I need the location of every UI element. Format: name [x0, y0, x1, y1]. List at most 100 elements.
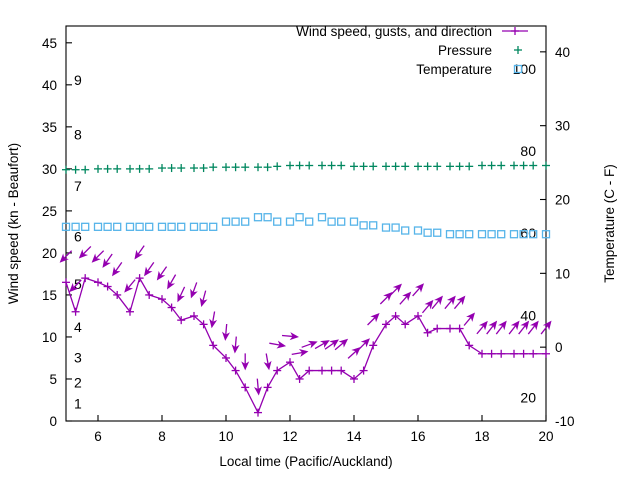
x-tick-label: 14 [346, 429, 362, 444]
square-marker [445, 230, 455, 239]
wind-direction-arrow [421, 299, 434, 314]
square-marker [381, 223, 391, 232]
wind-direction-arrow [444, 295, 456, 310]
wind-speed-line [65, 276, 546, 415]
wind-direction-arrow [367, 312, 380, 326]
wind-direction-arrow [112, 262, 123, 277]
x-tick-label: 10 [218, 429, 233, 444]
wind-direction-arrow [314, 340, 330, 350]
square-marker [497, 230, 506, 239]
wind-direction-arrow [167, 274, 177, 290]
wind-direction-arrow [324, 339, 339, 350]
wind-direction-arrow [78, 246, 92, 259]
wind-direction-arrow [301, 340, 318, 349]
square-marker [189, 222, 199, 231]
square-marker [231, 217, 240, 226]
beaufort-label: 6 [74, 228, 82, 244]
wind-direction-arrow [453, 295, 466, 310]
wind-direction-arrow [291, 349, 309, 357]
wind-direction-arrow [134, 245, 145, 260]
legend-label: Wind speed, gusts, and direction [296, 24, 492, 39]
wind-direction-arrow [91, 250, 105, 263]
square-marker [209, 222, 218, 231]
y2-tick-label: 30 [555, 119, 570, 134]
square-marker [327, 217, 336, 226]
square-marker [145, 222, 154, 231]
legend-label: Temperature [416, 62, 492, 77]
wind-direction-arrow [495, 320, 507, 335]
beaufort-label: 8 [74, 127, 82, 143]
y-tick-label: 5 [49, 372, 57, 387]
wind-direction-arrow [399, 291, 412, 305]
square-marker [113, 222, 122, 231]
beaufort-label: 9 [74, 72, 82, 88]
wind-direction-arrow [231, 336, 240, 354]
square-marker [167, 222, 176, 231]
wind-direction-arrow [190, 282, 198, 299]
wind-direction-arrow [486, 320, 498, 335]
wind-direction-arrow [527, 320, 539, 335]
square-marker [103, 222, 112, 231]
y-tick-label: 35 [42, 120, 57, 135]
x-tick-label: 8 [158, 429, 166, 444]
wind-direction-arrow [144, 262, 155, 277]
square-marker [433, 228, 442, 237]
wind-direction-arrow [281, 332, 299, 341]
y2-tick-label: 10 [555, 266, 570, 281]
y-tick-label: 40 [42, 78, 57, 93]
square-marker [317, 213, 327, 222]
square-marker [263, 213, 272, 222]
x-tick-label: 12 [282, 429, 297, 444]
y2-tick-label: -10 [555, 414, 575, 429]
wind-direction-arrow [540, 320, 552, 335]
legend-label: Pressure [438, 43, 492, 58]
square-marker [359, 221, 368, 230]
beaufort-label: 1 [74, 396, 82, 412]
square-marker [465, 230, 474, 239]
square-marker [455, 230, 464, 239]
square-marker [519, 230, 528, 239]
wind-direction-arrow [347, 346, 361, 359]
square-marker [273, 217, 282, 226]
fahrenheit-label: 100 [513, 61, 537, 77]
wind-direction-arrow [269, 340, 287, 349]
square-marker [337, 217, 346, 226]
beaufort-label: 2 [74, 375, 82, 391]
wind-direction-arrow [69, 279, 82, 293]
y2-tick-label: 0 [555, 340, 563, 355]
wind-direction-arrow [508, 320, 520, 335]
x-axis-title: Local time (Pacific/Auckland) [219, 454, 392, 469]
fahrenheit-label: 60 [520, 225, 536, 241]
wind-direction-arrow [177, 286, 186, 303]
square-marker [177, 222, 186, 231]
square-marker [487, 230, 496, 239]
y-tick-label: 10 [42, 330, 57, 345]
wind-direction-arrow [431, 295, 443, 310]
square-marker [221, 217, 231, 226]
x-tick-label: 20 [538, 429, 553, 444]
x-tick-label: 6 [94, 429, 102, 444]
y-tick-label: 45 [42, 36, 57, 51]
wind-direction-arrow [254, 378, 262, 396]
x-tick-label: 18 [474, 429, 489, 444]
y2-axis-title: Temperature (C - F) [602, 164, 617, 283]
fahrenheit-label: 20 [520, 390, 536, 406]
beaufort-label: 7 [74, 178, 82, 194]
square-marker [349, 217, 359, 226]
wind-direction-arrow [357, 338, 370, 351]
square-marker [135, 222, 144, 231]
wind-direction-arrow [379, 291, 393, 305]
wind-direction-arrow [389, 283, 402, 297]
beaufort-label: 4 [74, 319, 82, 335]
square-marker [241, 217, 250, 226]
square-marker [413, 226, 423, 235]
square-marker [513, 64, 523, 74]
square-marker [81, 222, 90, 231]
square-marker [477, 230, 487, 239]
wind-direction-arrow [412, 283, 425, 297]
square-marker [253, 213, 263, 222]
square-marker [93, 222, 103, 231]
square-marker [541, 230, 551, 239]
y-tick-label: 0 [49, 414, 57, 429]
